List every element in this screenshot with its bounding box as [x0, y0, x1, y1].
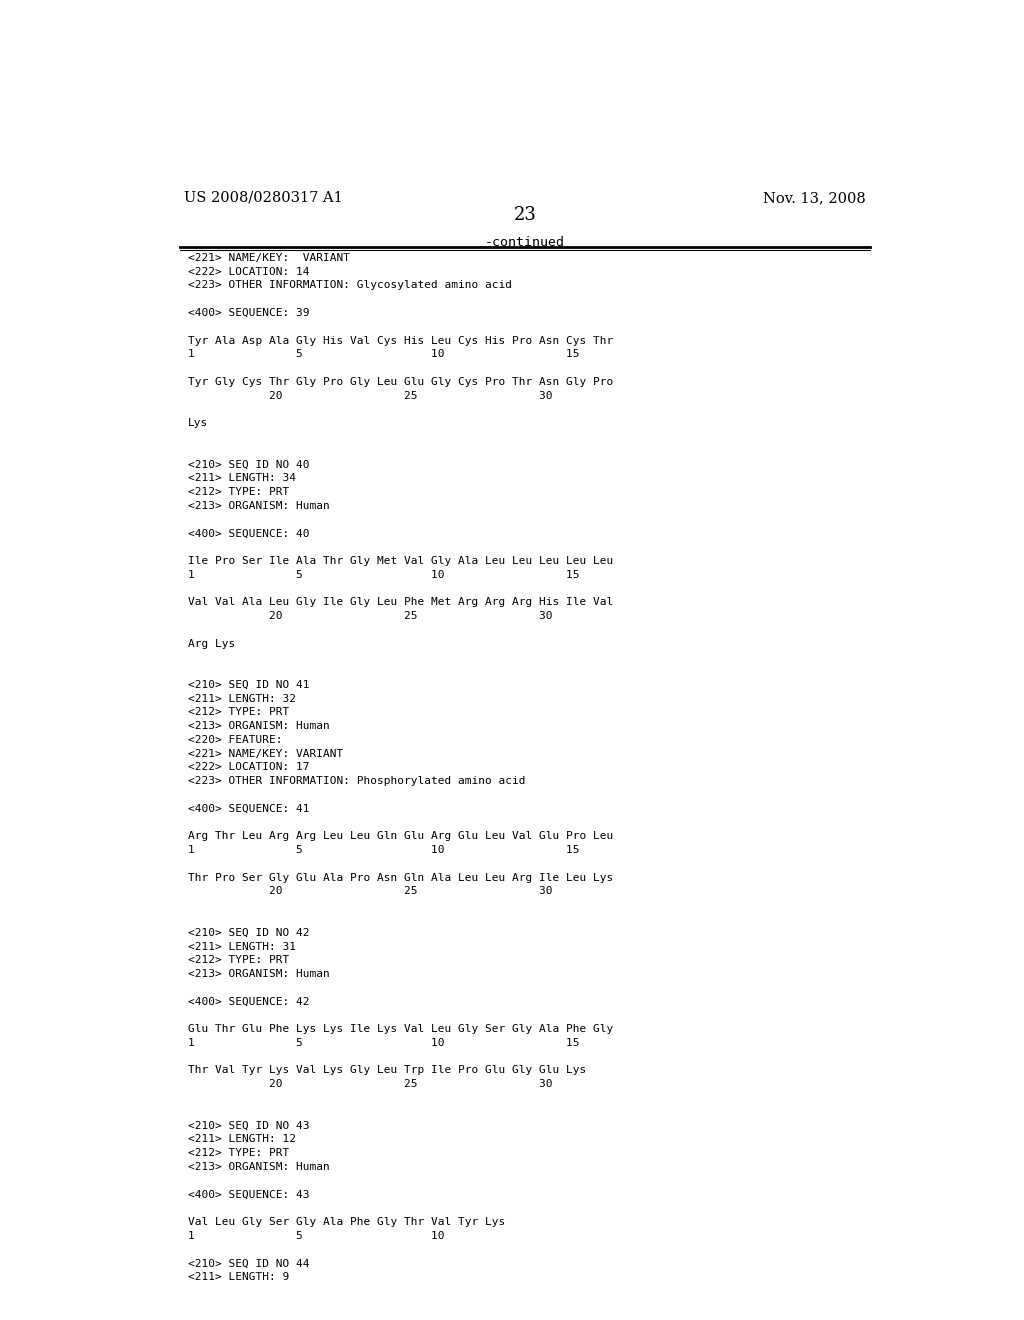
Text: <212> TYPE: PRT: <212> TYPE: PRT — [187, 1148, 289, 1158]
Text: Glu Thr Glu Phe Lys Lys Ile Lys Val Leu Gly Ser Gly Ala Phe Gly: Glu Thr Glu Phe Lys Lys Ile Lys Val Leu … — [187, 1024, 612, 1034]
Text: <211> LENGTH: 32: <211> LENGTH: 32 — [187, 693, 296, 704]
Text: <400> SEQUENCE: 43: <400> SEQUENCE: 43 — [187, 1189, 309, 1200]
Text: <211> LENGTH: 12: <211> LENGTH: 12 — [187, 1134, 296, 1144]
Text: 1               5                   10                  15: 1 5 10 15 — [187, 350, 579, 359]
Text: Lys: Lys — [187, 418, 208, 428]
Text: <212> TYPE: PRT: <212> TYPE: PRT — [187, 956, 289, 965]
Text: -continued: -continued — [484, 236, 565, 248]
Text: <210> SEQ ID NO 44: <210> SEQ ID NO 44 — [187, 1258, 309, 1269]
Text: 20                  25                  30: 20 25 30 — [187, 391, 552, 401]
Text: 20                  25                  30: 20 25 30 — [187, 1080, 552, 1089]
Text: <212> TYPE: PRT: <212> TYPE: PRT — [187, 487, 289, 498]
Text: <221> NAME/KEY:  VARIANT: <221> NAME/KEY: VARIANT — [187, 253, 349, 263]
Text: Thr Val Tyr Lys Val Lys Gly Leu Trp Ile Pro Glu Gly Glu Lys: Thr Val Tyr Lys Val Lys Gly Leu Trp Ile … — [187, 1065, 586, 1076]
Text: 20                  25                  30: 20 25 30 — [187, 611, 552, 620]
Text: US 2008/0280317 A1: US 2008/0280317 A1 — [183, 191, 342, 205]
Text: Tyr Ala Asp Ala Gly His Val Cys His Leu Cys His Pro Asn Cys Thr: Tyr Ala Asp Ala Gly His Val Cys His Leu … — [187, 335, 612, 346]
Text: Val Val Ala Leu Gly Ile Gly Leu Phe Met Arg Arg Arg His Ile Val: Val Val Ala Leu Gly Ile Gly Leu Phe Met … — [187, 597, 612, 607]
Text: <211> LENGTH: 31: <211> LENGTH: 31 — [187, 941, 296, 952]
Text: <222> LOCATION: 14: <222> LOCATION: 14 — [187, 267, 309, 277]
Text: <400> SEQUENCE: 39: <400> SEQUENCE: 39 — [187, 308, 309, 318]
Text: 23: 23 — [513, 206, 537, 224]
Text: <213> ORGANISM: Human: <213> ORGANISM: Human — [187, 721, 330, 731]
Text: <400> SEQUENCE: 40: <400> SEQUENCE: 40 — [187, 528, 309, 539]
Text: Val Leu Gly Ser Gly Ala Phe Gly Thr Val Tyr Lys: Val Leu Gly Ser Gly Ala Phe Gly Thr Val … — [187, 1217, 505, 1228]
Text: <213> ORGANISM: Human: <213> ORGANISM: Human — [187, 969, 330, 979]
Text: <212> TYPE: PRT: <212> TYPE: PRT — [187, 708, 289, 717]
Text: Ile Pro Ser Ile Ala Thr Gly Met Val Gly Ala Leu Leu Leu Leu Leu: Ile Pro Ser Ile Ala Thr Gly Met Val Gly … — [187, 556, 612, 566]
Text: <211> LENGTH: 34: <211> LENGTH: 34 — [187, 474, 296, 483]
Text: <213> ORGANISM: Human: <213> ORGANISM: Human — [187, 1162, 330, 1172]
Text: Tyr Gly Cys Thr Gly Pro Gly Leu Glu Gly Cys Pro Thr Asn Gly Pro: Tyr Gly Cys Thr Gly Pro Gly Leu Glu Gly … — [187, 378, 612, 387]
Text: <210> SEQ ID NO 40: <210> SEQ ID NO 40 — [187, 459, 309, 470]
Text: <223> OTHER INFORMATION: Glycosylated amino acid: <223> OTHER INFORMATION: Glycosylated am… — [187, 280, 512, 290]
Text: Arg Thr Leu Arg Arg Leu Leu Gln Glu Arg Glu Leu Val Glu Pro Leu: Arg Thr Leu Arg Arg Leu Leu Gln Glu Arg … — [187, 832, 612, 841]
Text: Arg Lys: Arg Lys — [187, 639, 234, 648]
Text: <213> ORGANISM: Human: <213> ORGANISM: Human — [187, 500, 330, 511]
Text: <223> OTHER INFORMATION: Phosphorylated amino acid: <223> OTHER INFORMATION: Phosphorylated … — [187, 776, 525, 787]
Text: 1               5                   10                  15: 1 5 10 15 — [187, 845, 579, 855]
Text: Nov. 13, 2008: Nov. 13, 2008 — [763, 191, 866, 205]
Text: 1               5                   10: 1 5 10 — [187, 1230, 444, 1241]
Text: <400> SEQUENCE: 42: <400> SEQUENCE: 42 — [187, 997, 309, 1007]
Text: <220> FEATURE:: <220> FEATURE: — [187, 735, 282, 744]
Text: <400> SEQUENCE: 41: <400> SEQUENCE: 41 — [187, 804, 309, 814]
Text: <210> SEQ ID NO 43: <210> SEQ ID NO 43 — [187, 1121, 309, 1130]
Text: <222> LOCATION: 17: <222> LOCATION: 17 — [187, 763, 309, 772]
Text: 1               5                   10                  15: 1 5 10 15 — [187, 570, 579, 579]
Text: <210> SEQ ID NO 42: <210> SEQ ID NO 42 — [187, 928, 309, 937]
Text: 1               5                   10                  15: 1 5 10 15 — [187, 1038, 579, 1048]
Text: Thr Pro Ser Gly Glu Ala Pro Asn Gln Ala Leu Leu Arg Ile Leu Lys: Thr Pro Ser Gly Glu Ala Pro Asn Gln Ala … — [187, 873, 612, 883]
Text: <221> NAME/KEY: VARIANT: <221> NAME/KEY: VARIANT — [187, 748, 343, 759]
Text: 20                  25                  30: 20 25 30 — [187, 887, 552, 896]
Text: <210> SEQ ID NO 41: <210> SEQ ID NO 41 — [187, 680, 309, 690]
Text: <211> LENGTH: 9: <211> LENGTH: 9 — [187, 1272, 289, 1282]
